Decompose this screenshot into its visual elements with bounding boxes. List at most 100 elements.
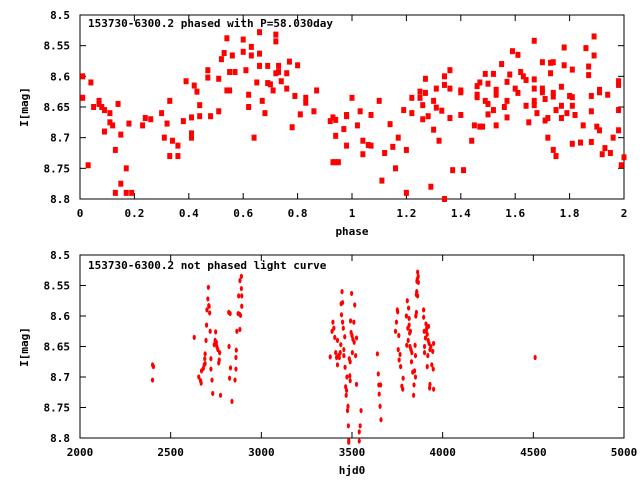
data-point	[107, 119, 113, 126]
data-point	[273, 31, 279, 38]
data-point	[564, 110, 570, 117]
data-point	[240, 303, 244, 309]
data-point	[577, 139, 583, 146]
data-point	[218, 350, 222, 356]
data-point	[431, 366, 435, 372]
data-point	[180, 118, 186, 125]
x-tick-label: 1.4	[451, 207, 471, 220]
data-point	[416, 269, 420, 275]
data-point	[432, 340, 436, 347]
data-point	[209, 356, 213, 362]
data-point	[343, 334, 347, 340]
data-point	[208, 328, 212, 334]
data-point	[493, 91, 499, 98]
data-point	[209, 366, 213, 372]
data-point	[352, 319, 356, 325]
data-point	[447, 67, 453, 74]
data-point	[493, 86, 499, 93]
data-point	[422, 75, 428, 82]
data-point	[504, 78, 510, 85]
data-point	[425, 331, 429, 337]
data-point	[531, 37, 537, 44]
data-point	[504, 97, 510, 104]
data-point	[224, 35, 230, 42]
data-point	[228, 310, 232, 317]
data-point	[303, 94, 309, 101]
data-point	[368, 142, 374, 149]
data-point	[477, 79, 483, 86]
data-point	[458, 89, 464, 96]
data-point	[469, 137, 475, 144]
x-tick-label: 0.2	[124, 207, 144, 220]
data-point	[129, 189, 135, 196]
data-point	[204, 322, 209, 328]
data-point	[428, 381, 432, 387]
data-point	[335, 159, 341, 166]
y-axis-label: I[mag]	[18, 327, 31, 367]
data-point	[210, 377, 214, 383]
data-point	[238, 312, 243, 318]
data-point	[251, 134, 257, 141]
data-point	[607, 150, 613, 156]
data-point	[233, 377, 237, 383]
data-point	[197, 113, 203, 120]
data-point	[616, 78, 622, 85]
y-tick-label: 8.65	[44, 101, 71, 114]
data-point	[550, 93, 556, 100]
y-tick-label: 8.6	[50, 310, 70, 323]
x-axis-label: hjd0	[339, 464, 366, 477]
data-point	[257, 29, 263, 36]
data-point	[480, 123, 486, 130]
data-point	[558, 83, 564, 90]
data-point	[621, 154, 627, 161]
data-point	[330, 159, 336, 166]
data-point	[518, 69, 524, 76]
data-point	[214, 339, 218, 345]
data-point	[572, 111, 578, 118]
data-point	[409, 110, 415, 117]
data-point	[405, 342, 409, 348]
data-point	[407, 322, 411, 328]
data-point	[341, 325, 345, 331]
data-point	[197, 374, 201, 380]
data-point	[359, 407, 363, 414]
data-point	[597, 127, 603, 134]
data-point	[477, 123, 483, 130]
data-point	[194, 88, 200, 95]
data-point	[504, 114, 510, 121]
data-point	[262, 110, 268, 117]
x-tick-label: 5000	[611, 446, 638, 459]
data-point	[416, 293, 420, 299]
data-point	[265, 80, 271, 87]
data-point	[211, 390, 215, 397]
data-point	[553, 107, 559, 114]
data-point	[408, 328, 412, 334]
data-point	[218, 392, 223, 398]
data-point	[548, 59, 554, 66]
data-point	[605, 91, 611, 98]
data-point	[429, 343, 433, 350]
data-point	[422, 314, 426, 320]
data-point	[416, 279, 420, 286]
data-point	[396, 309, 400, 315]
data-point	[224, 87, 230, 94]
data-point	[523, 77, 529, 84]
data-point	[365, 142, 371, 149]
plot-title: 153730-6300.2 not phased light curve	[88, 259, 327, 272]
y-tick-label: 8.75	[44, 402, 71, 415]
data-point	[616, 127, 622, 134]
data-point	[412, 392, 416, 398]
data-point	[101, 107, 107, 114]
data-point	[413, 374, 418, 380]
data-point	[167, 153, 173, 160]
data-point	[151, 364, 156, 370]
plot-frame	[79, 254, 625, 439]
phased-light-curve-plot: 153730-6300.2 phased with P=58.030day ph…	[18, 9, 627, 238]
data-point	[542, 96, 548, 103]
data-point	[360, 137, 366, 144]
data-point	[246, 91, 252, 98]
x-tick-label: 2500	[157, 446, 184, 459]
data-point	[240, 36, 246, 43]
data-point	[407, 315, 411, 322]
